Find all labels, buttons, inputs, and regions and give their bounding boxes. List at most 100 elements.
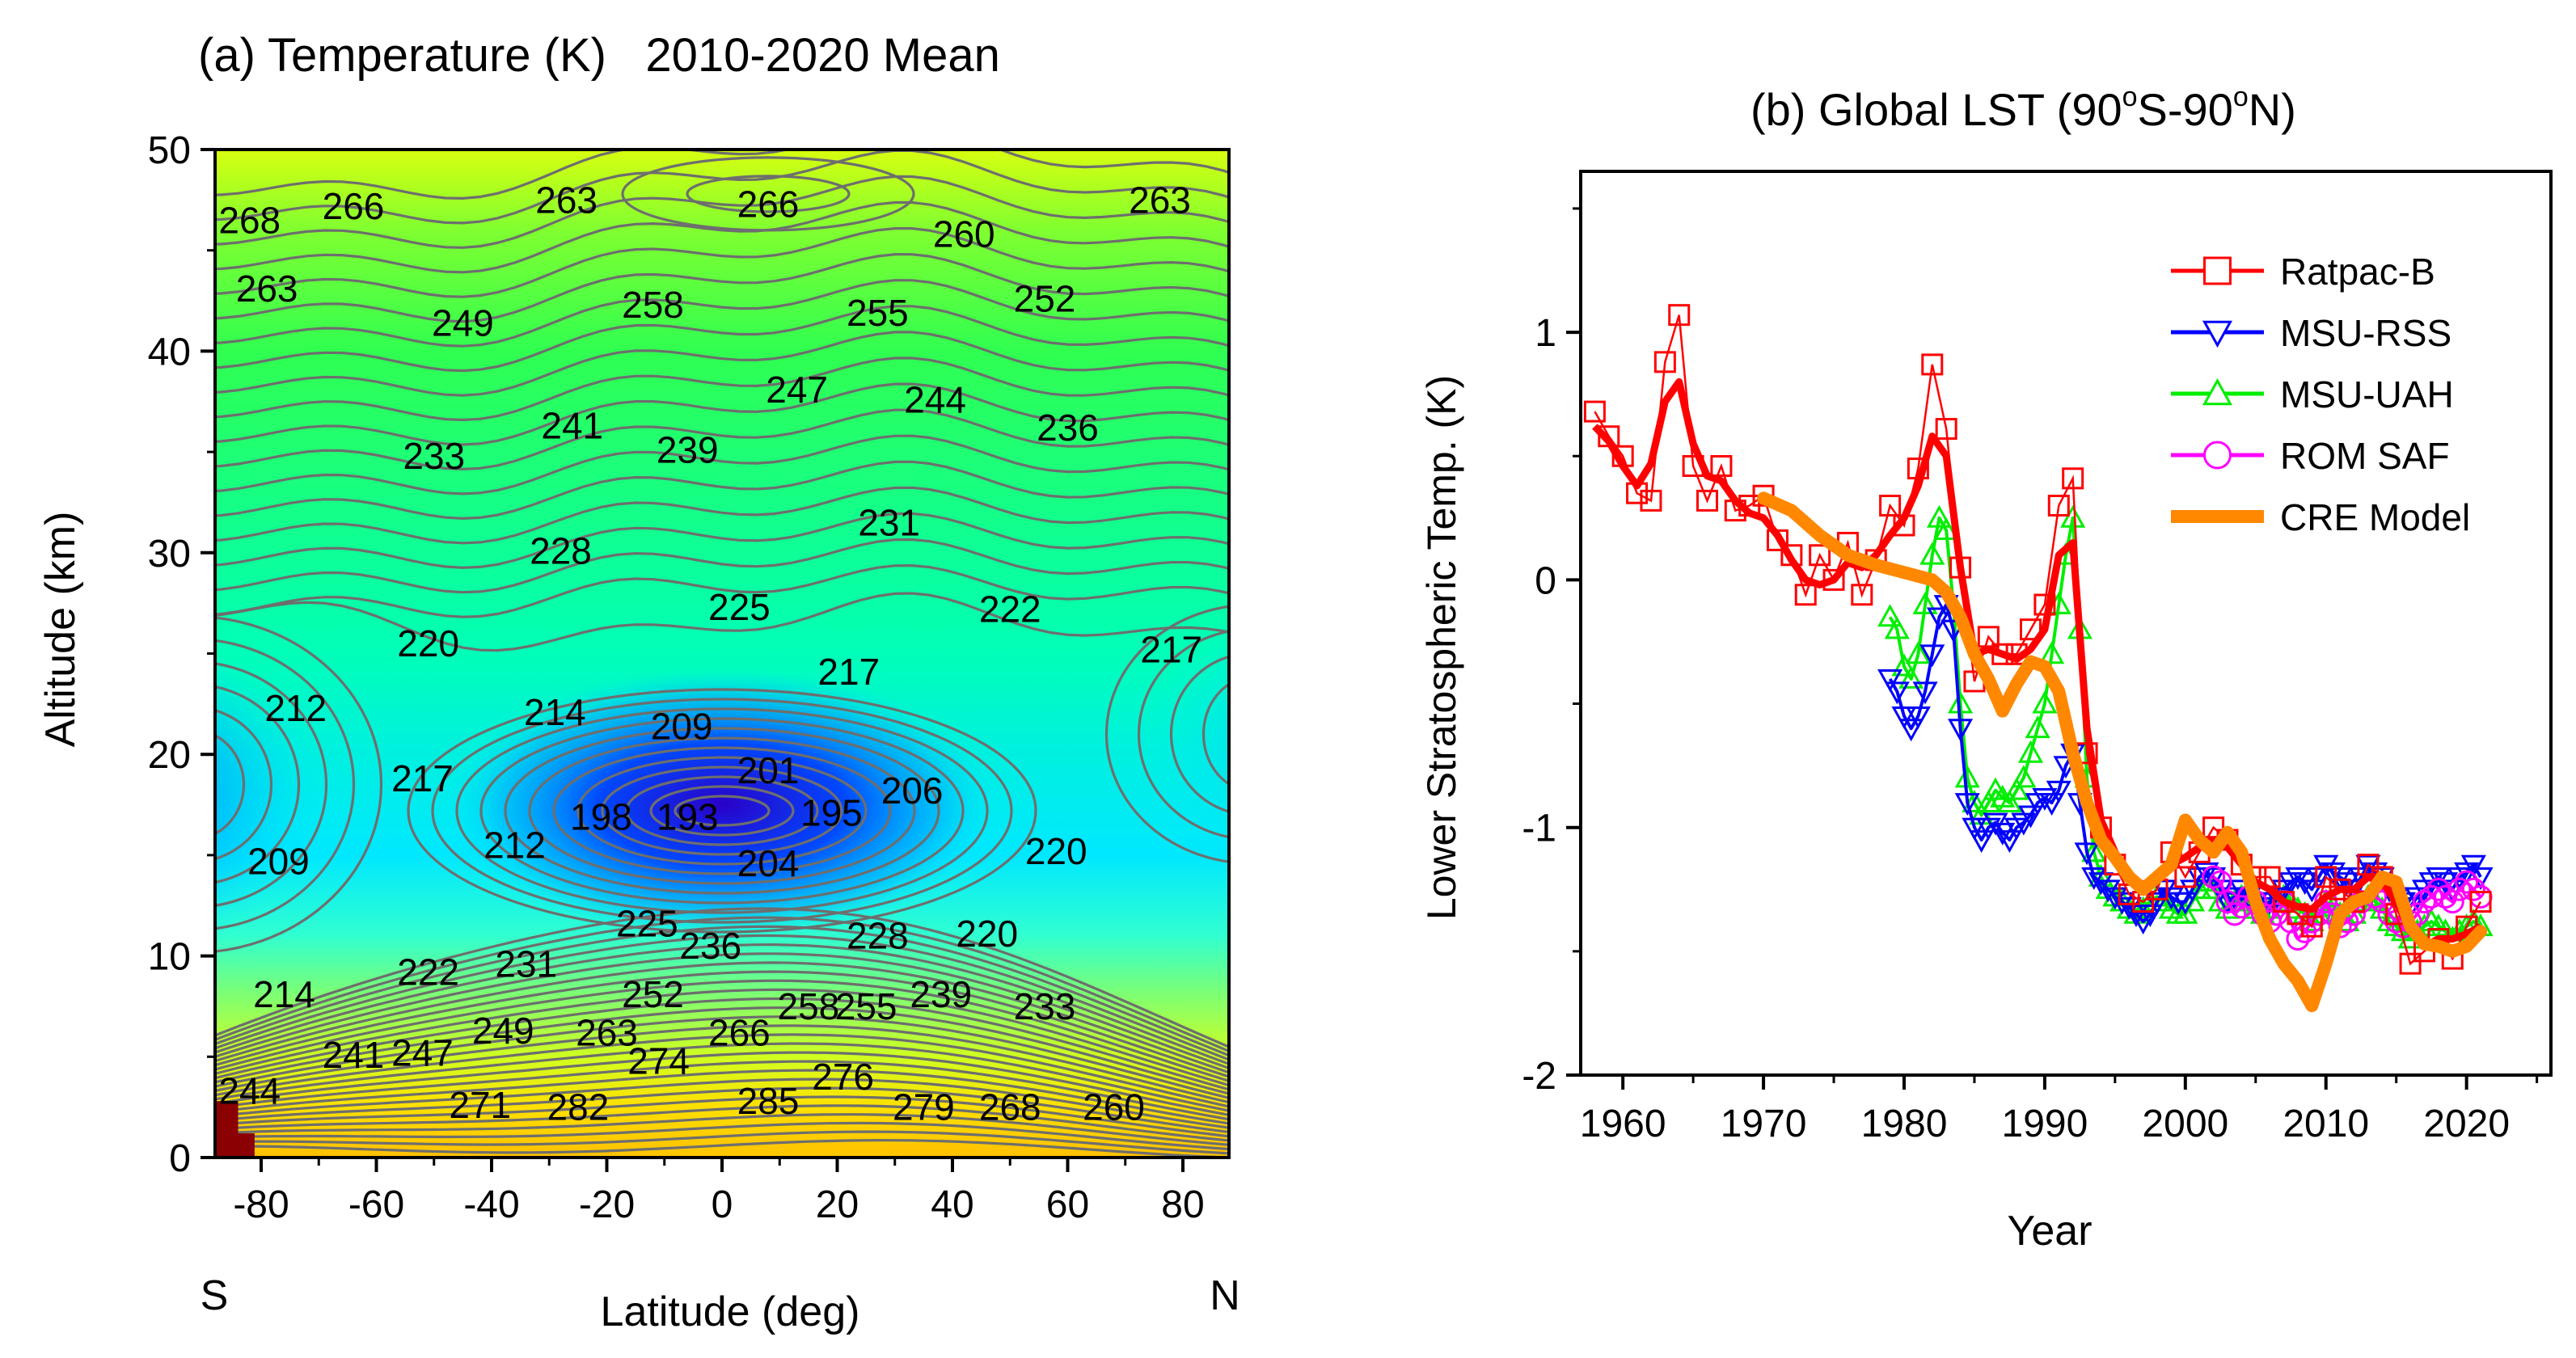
panel-b-y-axis-label: Lower Stratospheric Temp. (K)	[1419, 375, 1464, 920]
contour-label: 255	[835, 985, 897, 1027]
square-marker	[1879, 495, 1902, 517]
square-marker	[2005, 643, 2028, 665]
contour-ring	[674, 795, 771, 827]
triangle-down-marker	[2334, 872, 2360, 896]
triangle-down-marker	[1948, 719, 1974, 742]
square-marker	[1977, 626, 2000, 648]
triangle-down-marker	[1969, 830, 1995, 854]
square-marker	[2300, 915, 2323, 938]
contour-label: 217	[391, 757, 454, 799]
y-tick-label: 40	[148, 331, 191, 373]
y-tick-label: 0	[169, 1137, 191, 1180]
contour-label: 206	[881, 770, 944, 812]
square-marker	[1809, 544, 1831, 567]
y-tick-label: 30	[148, 533, 191, 576]
contour-ring	[407, 688, 1037, 934]
contour-ring	[215, 685, 301, 884]
panel-a-axes: -80 -60 -40 -20 0 20 40 60 80 0 10 20 30 40 50	[148, 129, 1205, 1226]
contour-label: 282	[547, 1086, 610, 1128]
square-marker	[1696, 489, 1719, 512]
contour-ring	[686, 175, 851, 213]
circle-marker	[2203, 441, 2232, 470]
square-marker	[1893, 514, 1915, 537]
circle-marker	[2434, 884, 2458, 909]
square-marker	[1991, 643, 2014, 665]
contour-label: 239	[657, 429, 719, 471]
contour-line	[215, 997, 1229, 1091]
contour-label: 252	[622, 973, 684, 1015]
triangle-up-marker	[1933, 517, 1959, 541]
contour-line	[215, 952, 1229, 1070]
triangle-up-marker	[1877, 604, 1903, 627]
legend-item: CRE Model	[2171, 496, 2470, 538]
triangle-down-marker	[2123, 905, 2149, 927]
contour-ring	[504, 727, 940, 895]
contour-label: 195	[800, 792, 863, 834]
triangle-down-marker	[1962, 817, 1987, 841]
triangle-up-marker	[1912, 591, 1938, 614]
contour-label: 279	[893, 1086, 955, 1128]
triangle-down-marker	[1898, 719, 1924, 742]
y-tick-label: -1	[1522, 808, 1556, 850]
square-marker	[1921, 353, 1944, 376]
x-tick-label: 40	[931, 1183, 973, 1226]
x-tick-label: 2020	[2423, 1103, 2510, 1145]
warm-corner-region	[215, 150, 641, 352]
x-tick-label: -40	[463, 1183, 519, 1226]
contour-label: 260	[933, 213, 995, 255]
contour-label: 222	[397, 951, 459, 993]
triangle-down-marker	[2306, 867, 2332, 891]
panel-a-y-axis-label: Altitude (km)	[37, 512, 84, 748]
contour-line	[215, 907, 1229, 1048]
north-cold-region	[1088, 614, 1229, 855]
contour-label: 247	[391, 1031, 454, 1073]
triangle-up-marker	[2025, 715, 2050, 739]
contour-label: 249	[472, 1010, 534, 1052]
contour-line	[215, 408, 1229, 471]
contour-line	[215, 961, 1229, 1074]
contour-label: 209	[651, 705, 713, 747]
triangle-down-marker	[2313, 854, 2339, 878]
contour-line	[215, 916, 1229, 1053]
contour-line	[215, 150, 1229, 200]
contour-line	[215, 1078, 1229, 1129]
y-tick-label: 1	[1535, 312, 1556, 355]
contour-label: 263	[535, 179, 598, 221]
contour-label: 236	[679, 925, 741, 967]
degree-superscript: o	[2122, 82, 2138, 112]
square-marker	[1822, 568, 1845, 591]
x-tick-label: 1990	[2002, 1103, 2088, 1145]
contour-ring	[1137, 630, 1229, 839]
contour-lines	[215, 150, 1229, 1158]
contour-label: 212	[484, 824, 546, 866]
contour-line	[215, 512, 1229, 569]
contour-ring	[1104, 605, 1229, 863]
square-marker	[1794, 584, 1817, 606]
contour-line	[215, 970, 1229, 1078]
contour-ring	[215, 616, 383, 953]
panel-b-axes: 1960 1970 1980 1990 2000 2010 2020 -2 -1 0 1	[1522, 207, 2539, 1145]
contour-label: 249	[432, 302, 494, 344]
triangle-down-marker	[1954, 793, 1980, 816]
contour-label: 241	[541, 405, 603, 447]
square-marker	[2202, 816, 2225, 839]
contour-label: 239	[910, 973, 972, 1015]
triangle-up-marker	[1962, 789, 1987, 812]
legend-label: MSU-RSS	[2280, 312, 2451, 354]
triangle-up-marker	[2173, 900, 2198, 924]
triangle-down-marker	[2095, 879, 2121, 903]
y-tick-label: 50	[148, 129, 191, 172]
contour-label: 214	[524, 691, 586, 733]
contour-line	[215, 460, 1229, 521]
triangle-up-marker	[1884, 616, 1910, 639]
circle-marker	[2440, 890, 2464, 914]
triangle-up-marker	[2032, 690, 2058, 714]
contour-label: 233	[1014, 985, 1076, 1027]
square-marker	[2020, 618, 2042, 641]
square-marker	[1640, 489, 1662, 512]
square-marker	[1949, 556, 1972, 579]
triangle-down-marker	[2460, 854, 2486, 878]
contour-label: 201	[737, 749, 800, 791]
